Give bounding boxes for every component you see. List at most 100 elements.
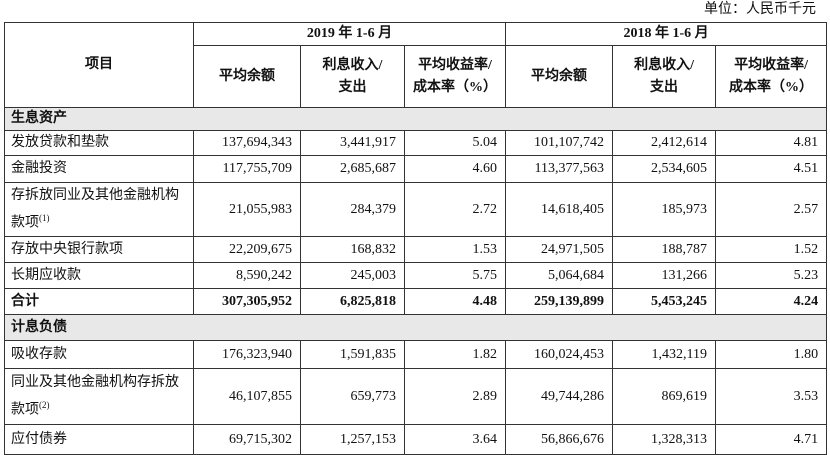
- section-label: 生息资产: [3, 107, 828, 131]
- label-text: 应付债券: [11, 431, 67, 447]
- cell-value: 2,412,614: [612, 130, 717, 156]
- cell-value: 3.53: [715, 368, 828, 425]
- header-line: 平均余额: [531, 68, 588, 84]
- table-row: 同业及其他金融机构存拆放款项(2) 46,107,855 659,773 2.89 49…: [4, 368, 828, 425]
- cell-value: 1,432,119: [612, 340, 717, 369]
- section-label: 计息负债: [3, 314, 828, 341]
- table-row: 吸收存款 176,323,940 1,591,835 1.82 160,024,453 1…: [4, 340, 828, 369]
- cell-value: 1,591,835: [300, 340, 405, 369]
- cell-value: 113,377,563: [505, 155, 614, 183]
- cell-value: 1.52: [715, 236, 828, 263]
- cell-value: 2.57: [715, 182, 828, 237]
- column-header: 平均余额: [505, 45, 614, 108]
- cell-value: 14,618,405: [505, 182, 614, 237]
- cell-value: 4.81: [715, 130, 828, 156]
- cell-value: 56,866,676: [505, 424, 614, 455]
- table-row: 金融投资 117,755,709 2,685,687 4.60 113,377,563 2…: [4, 155, 828, 183]
- column-header: 平均收益率/成本率（%）: [403, 45, 507, 108]
- cell-value: 131,266: [612, 262, 717, 289]
- table-row: 应付债券 69,715,302 1,257,153 3.64 56,866,676 1,3…: [4, 424, 828, 455]
- table-row: 计息负债: [3, 314, 828, 341]
- cell-value: 1.53: [403, 236, 507, 263]
- cell-value: 245,003: [300, 262, 405, 289]
- column-header: 平均余额: [193, 45, 301, 108]
- label-text: 金融投资: [11, 161, 67, 176]
- cell-value: 160,024,453: [505, 340, 614, 369]
- cell-value: 4.24: [715, 288, 828, 315]
- header-line: 平均收益率/: [418, 57, 492, 73]
- cell-value: 2,685,687: [300, 155, 405, 183]
- footnote-mark: (1): [39, 212, 50, 223]
- table-row: 存拆放同业及其他金融机构款项(1) 21,055,983 284,379 2.72 14…: [4, 182, 828, 237]
- cell-value: 869,619: [612, 368, 717, 425]
- cell-value: 21,055,983: [193, 182, 301, 237]
- cell-value: 4.51: [715, 155, 828, 183]
- cell-value: 188,787: [612, 236, 717, 263]
- row-label: 存放中央银行款项: [4, 236, 194, 263]
- cell-value: 24,971,505: [505, 236, 614, 263]
- unit-note: 单位：人民币千元: [704, 2, 816, 17]
- row-label: 存拆放同业及其他金融机构款项(1): [4, 182, 194, 237]
- row-label: 长期应收款: [4, 262, 194, 289]
- cell-value: 1.80: [715, 340, 828, 369]
- cell-value: 168,832: [300, 236, 405, 263]
- row-label: 同业及其他金融机构存拆放款项(2): [4, 368, 194, 425]
- header-line: 利息收入/: [634, 57, 694, 73]
- cell-value: 5,064,684: [505, 262, 614, 289]
- cell-value: 1,257,153: [300, 424, 405, 455]
- cell-value: 117,755,709: [193, 155, 301, 183]
- period-header: 2019 年 1-6 月: [192, 22, 507, 46]
- cell-value: 5.23: [715, 262, 828, 289]
- column-header: 平均收益率/成本率（%）: [715, 45, 828, 108]
- cell-value: 2,534,605: [612, 155, 717, 183]
- label-text: 吸收存款: [11, 346, 67, 362]
- row-label: 应付债券: [4, 424, 194, 455]
- column-header: 利息收入/支出: [612, 45, 717, 108]
- cell-value: 2.89: [403, 368, 507, 425]
- header-line: 平均收益率/: [734, 57, 808, 73]
- cell-value: 1,328,313: [612, 424, 717, 455]
- cell-value: 137,694,343: [193, 130, 301, 156]
- label-text: 长期应收款: [11, 267, 81, 283]
- cell-value: 307,305,952: [193, 288, 301, 315]
- cell-value: 46,107,855: [193, 368, 301, 425]
- row-label: 合计: [4, 288, 194, 315]
- header-line: 成本率（%）: [729, 79, 814, 95]
- row-label: 金融投资: [4, 155, 194, 183]
- cell-value: 5,453,245: [612, 288, 717, 315]
- cell-value: 659,773: [300, 368, 405, 425]
- header-line: 利息收入/: [322, 57, 383, 73]
- item-header: 项目: [4, 22, 194, 108]
- cell-value: 3,441,917: [300, 130, 405, 156]
- cell-value: 5.75: [403, 262, 507, 289]
- cell-value: 4.48: [403, 288, 507, 315]
- footnote-mark: (2): [39, 399, 50, 410]
- cell-value: 6,825,818: [300, 288, 405, 315]
- period-header: 2018 年 1-6 月: [505, 22, 828, 46]
- table-row: 生息资产: [3, 107, 828, 131]
- label-text: 存放中央银行款项: [11, 241, 123, 257]
- header-line: 支出: [338, 79, 367, 95]
- cell-value: 69,715,302: [193, 424, 301, 455]
- cell-value: 176,323,940: [193, 340, 301, 369]
- table-row: 合计 307,305,952 6,825,818 4.48 259,139,899 5,4…: [4, 288, 828, 315]
- cell-value: 4.60: [403, 155, 507, 183]
- header-line: 成本率（%）: [413, 79, 498, 95]
- label-text: 同业及其他金融机构存拆放款项: [11, 374, 179, 418]
- header-line: 支出: [650, 79, 679, 95]
- cell-value: 3.64: [403, 424, 507, 455]
- table-row: 长期应收款 8,590,242 245,003 5.75 5,064,684 131,26…: [4, 262, 828, 289]
- cell-value: 259,139,899: [505, 288, 614, 315]
- cell-value: 49,744,286: [505, 368, 614, 425]
- cell-value: 5.04: [403, 130, 507, 156]
- row-label: 吸收存款: [4, 340, 194, 369]
- cell-value: 22,209,675: [193, 236, 301, 263]
- data-table: 项目 2019 年 1-6 月 2018 年 1-6 月 平均余额 利息收入/支出…: [3, 22, 828, 455]
- label-text: 发放贷款和垫款: [11, 135, 109, 150]
- cell-value: 1.82: [403, 340, 507, 369]
- cell-value: 101,107,742: [505, 130, 614, 156]
- table-row: 发放贷款和垫款 137,694,343 3,441,917 5.04 101,107,7…: [4, 130, 828, 156]
- cell-value: 185,973: [612, 182, 717, 237]
- column-header: 利息收入/支出: [300, 45, 405, 108]
